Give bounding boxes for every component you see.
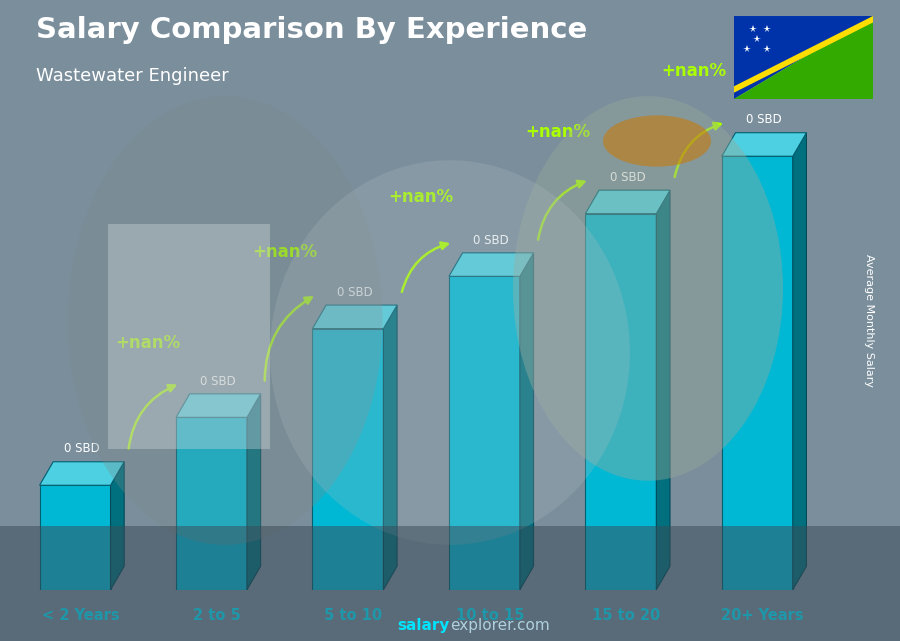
Polygon shape xyxy=(734,16,873,93)
Text: +nan%: +nan% xyxy=(389,188,454,206)
Text: +nan%: +nan% xyxy=(252,243,317,261)
Polygon shape xyxy=(722,133,806,156)
Text: 0 SBD: 0 SBD xyxy=(610,171,645,184)
Ellipse shape xyxy=(68,96,382,545)
Ellipse shape xyxy=(603,115,711,167)
Polygon shape xyxy=(312,305,397,329)
Polygon shape xyxy=(40,485,111,590)
Text: 10 to 15: 10 to 15 xyxy=(455,608,524,623)
Text: Average Monthly Salary: Average Monthly Salary xyxy=(863,254,874,387)
Polygon shape xyxy=(734,16,873,99)
Polygon shape xyxy=(247,394,261,590)
Bar xyxy=(108,224,270,449)
Polygon shape xyxy=(40,462,124,485)
Polygon shape xyxy=(449,253,534,276)
Text: salary: salary xyxy=(398,619,450,633)
Polygon shape xyxy=(722,156,793,590)
Text: 15 to 20: 15 to 20 xyxy=(592,608,661,623)
Polygon shape xyxy=(312,329,383,590)
Text: Wastewater Engineer: Wastewater Engineer xyxy=(36,67,229,85)
Text: +nan%: +nan% xyxy=(525,122,590,140)
Bar xyxy=(0,526,900,641)
Text: Salary Comparison By Experience: Salary Comparison By Experience xyxy=(36,16,587,44)
Polygon shape xyxy=(383,305,397,590)
Text: +nan%: +nan% xyxy=(115,334,181,352)
Text: +nan%: +nan% xyxy=(662,62,726,81)
Text: explorer.com: explorer.com xyxy=(450,619,550,633)
Polygon shape xyxy=(449,276,520,590)
Polygon shape xyxy=(585,190,670,213)
Text: 20+ Years: 20+ Years xyxy=(722,608,804,623)
Text: 0 SBD: 0 SBD xyxy=(473,233,509,247)
Text: < 2 Years: < 2 Years xyxy=(41,608,120,623)
Polygon shape xyxy=(793,133,806,590)
Text: 5 to 10: 5 to 10 xyxy=(324,608,382,623)
Ellipse shape xyxy=(513,96,783,481)
Text: 0 SBD: 0 SBD xyxy=(201,374,236,388)
Text: 2 to 5: 2 to 5 xyxy=(194,608,241,623)
Text: 0 SBD: 0 SBD xyxy=(64,442,100,456)
Ellipse shape xyxy=(270,160,630,545)
Polygon shape xyxy=(656,190,670,590)
Polygon shape xyxy=(585,213,656,590)
Polygon shape xyxy=(111,462,124,590)
Polygon shape xyxy=(520,253,534,590)
Text: 0 SBD: 0 SBD xyxy=(746,113,782,126)
Polygon shape xyxy=(734,16,873,99)
Text: 0 SBD: 0 SBD xyxy=(337,286,373,299)
Polygon shape xyxy=(176,417,247,590)
Polygon shape xyxy=(176,394,261,417)
